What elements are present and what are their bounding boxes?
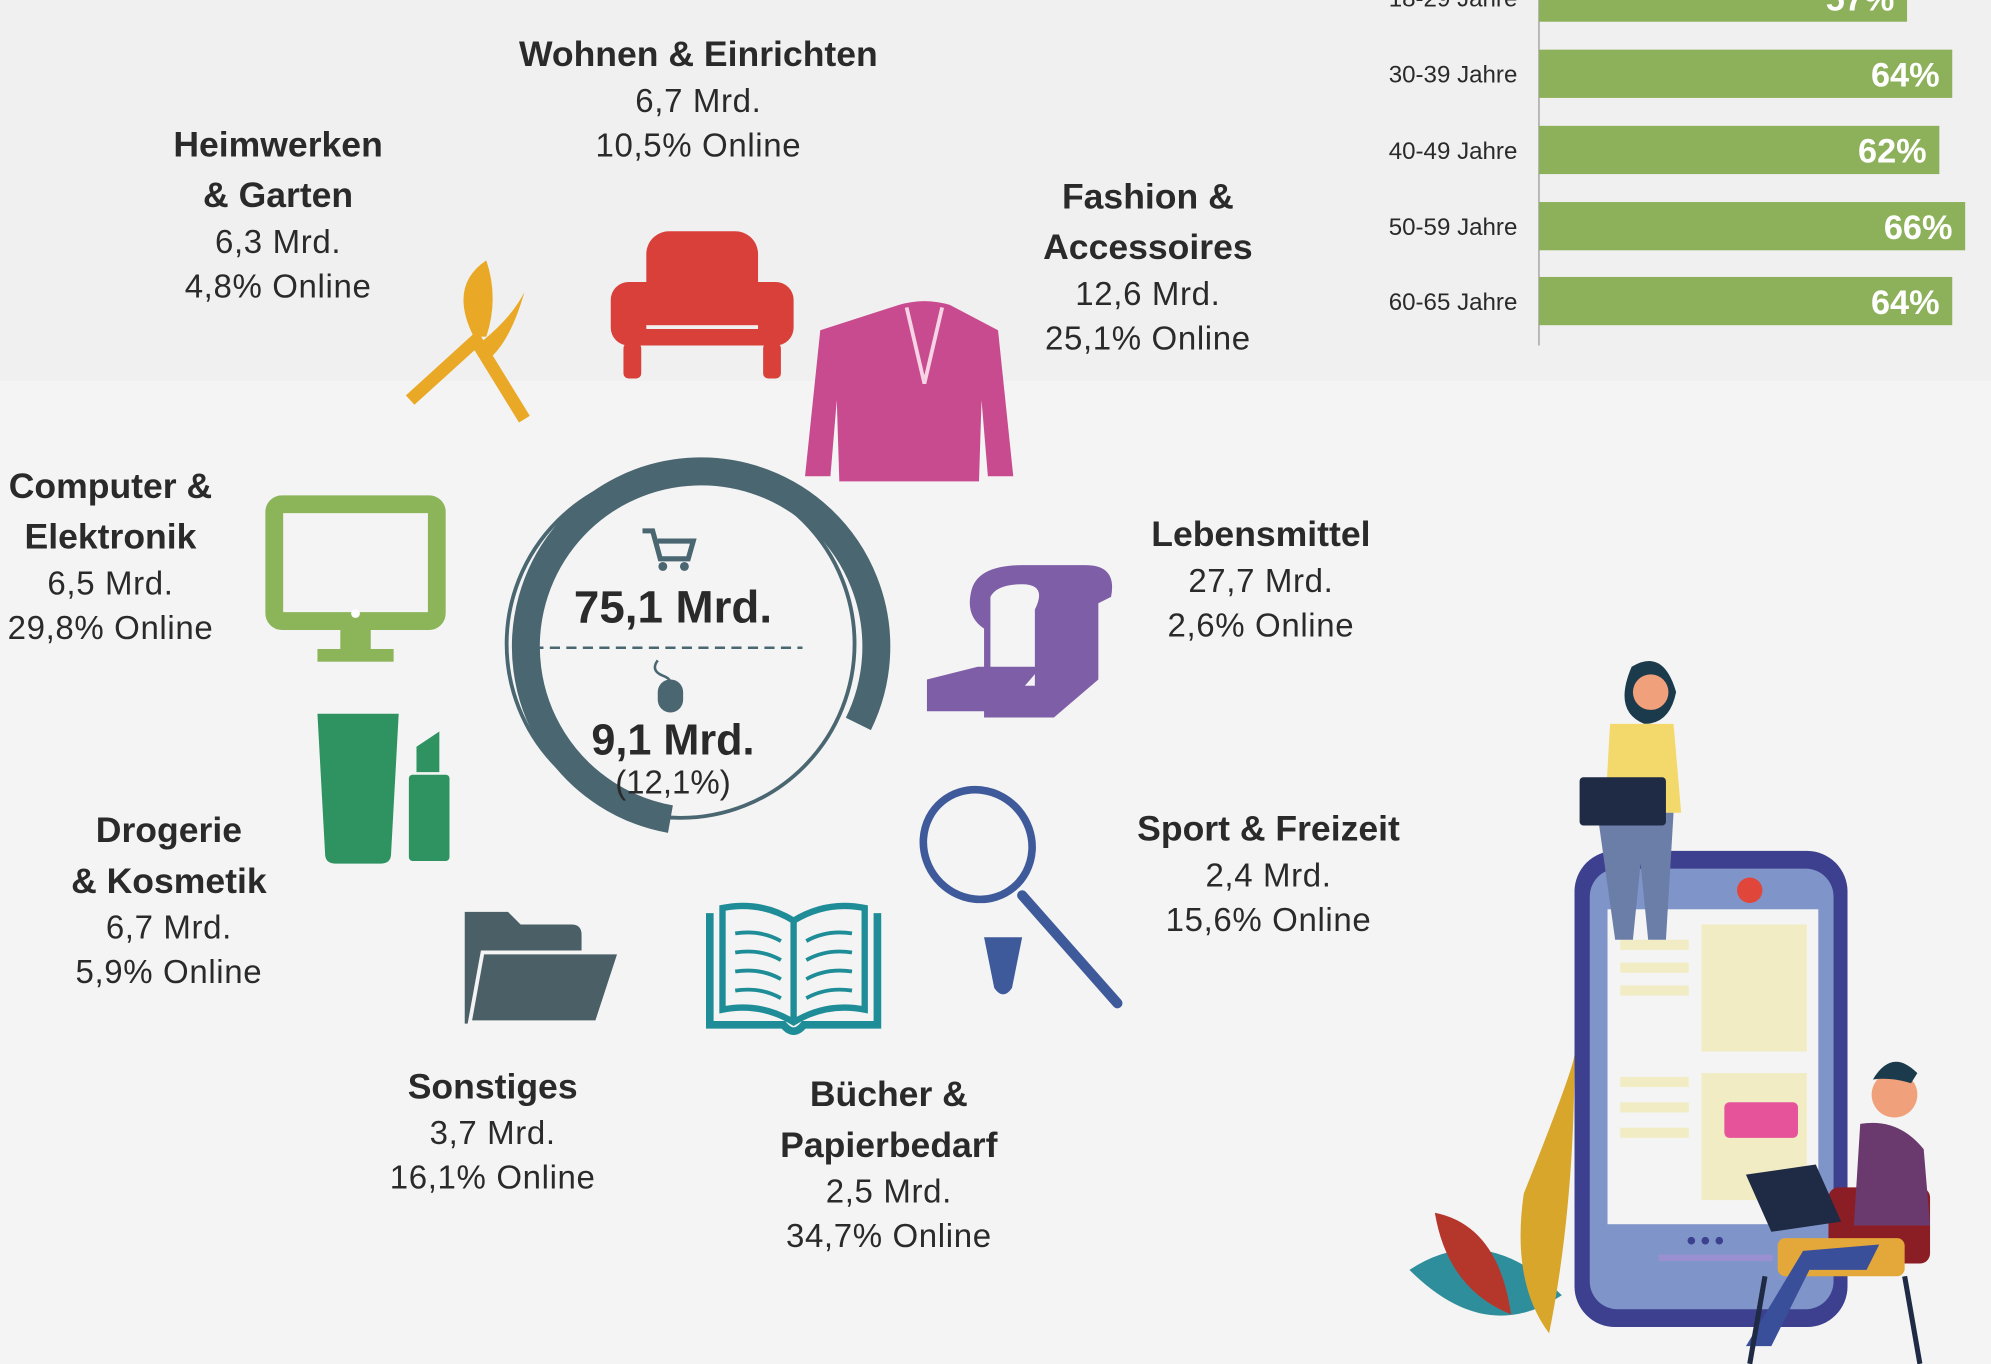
bar-value-label: 62% [1858, 133, 1927, 171]
icon-part [317, 649, 393, 662]
segment-amount: 6,3 Mrd. [215, 223, 341, 260]
segment-amount: 3,7 Mrd. [430, 1114, 556, 1151]
icon-part [317, 714, 398, 864]
icon-part [340, 629, 370, 652]
bar-value-label: 64% [1871, 56, 1940, 94]
online-value: 9,1 Mrd. [591, 716, 754, 764]
segment-online: 15,6% Online [1166, 901, 1372, 938]
segment-name: Lebensmittel [1151, 514, 1370, 554]
bar-value-label: 64% [1871, 284, 1940, 322]
bar-category-label: 50-59 Jahre [1389, 214, 1518, 241]
bar-category-label: 40-49 Jahre [1389, 138, 1518, 165]
segment-amount: 2,5 Mrd. [826, 1173, 952, 1210]
bar-category-label: 30-39 Jahre [1389, 62, 1518, 89]
icon-part [646, 325, 758, 329]
bar-value-label: 57% [1826, 0, 1895, 18]
segment-name: Fashion & [1062, 176, 1234, 216]
segment-online: 4,8% Online [185, 267, 372, 304]
segment-amount: 6,5 Mrd. [47, 564, 173, 601]
online-share: (12,1%) [615, 764, 731, 801]
segment-online: 29,8% Online [8, 609, 214, 646]
segment-name: Heimwerken [173, 124, 382, 164]
segment-name: Drogerie [96, 810, 242, 850]
bar-category-label: 60-65 Jahre [1389, 289, 1518, 316]
segment-amount: 2,4 Mrd. [1205, 856, 1331, 893]
segment-name: Sonstiges [408, 1066, 578, 1106]
segment-online: 25,1% Online [1045, 319, 1251, 356]
segment-name: Elektronik [25, 517, 197, 557]
segment-name: Wohnen & Einrichten [519, 34, 878, 74]
segment-name: & Garten [203, 175, 353, 215]
page: {"chart_data": {"type": "bar", "orientat… [0, 0, 1991, 1364]
icon-part [409, 775, 450, 861]
segment-online: 10,5% Online [595, 126, 801, 163]
segment-amount: 27,7 Mrd. [1188, 562, 1333, 599]
segment-name: Papierbedarf [780, 1125, 997, 1165]
bar-value-label: 66% [1884, 209, 1953, 247]
infographic: 75,1 Mrd. 9,1 Mrd. (12,1%) [0, 0, 1991, 1364]
segment-online: 16,1% Online [390, 1159, 596, 1196]
segment-name: Sport & Freizeit [1137, 809, 1400, 849]
segment-online: 2,6% Online [1167, 606, 1354, 643]
segment-amount: 6,7 Mrd. [635, 82, 761, 119]
segment-amount: 12,6 Mrd. [1075, 275, 1220, 312]
segment-name: Bücher & [810, 1074, 968, 1114]
segment-name: & Kosmetik [71, 861, 267, 901]
icon-part [351, 609, 360, 618]
icon-part [763, 343, 781, 379]
segment-name: Accessoires [1043, 227, 1252, 267]
segment-online: 5,9% Online [75, 953, 262, 990]
icon-part [611, 282, 794, 345]
segment-online: 34,7% Online [786, 1217, 992, 1254]
icon-part [470, 952, 620, 1022]
segment-name: Computer & [9, 466, 212, 506]
total-value: 75,1 Mrd. [574, 581, 772, 632]
icon-part [623, 343, 641, 379]
bar-category-label: 18-29 Jahre [1389, 0, 1518, 12]
segment-amount: 6,7 Mrd. [106, 908, 232, 945]
